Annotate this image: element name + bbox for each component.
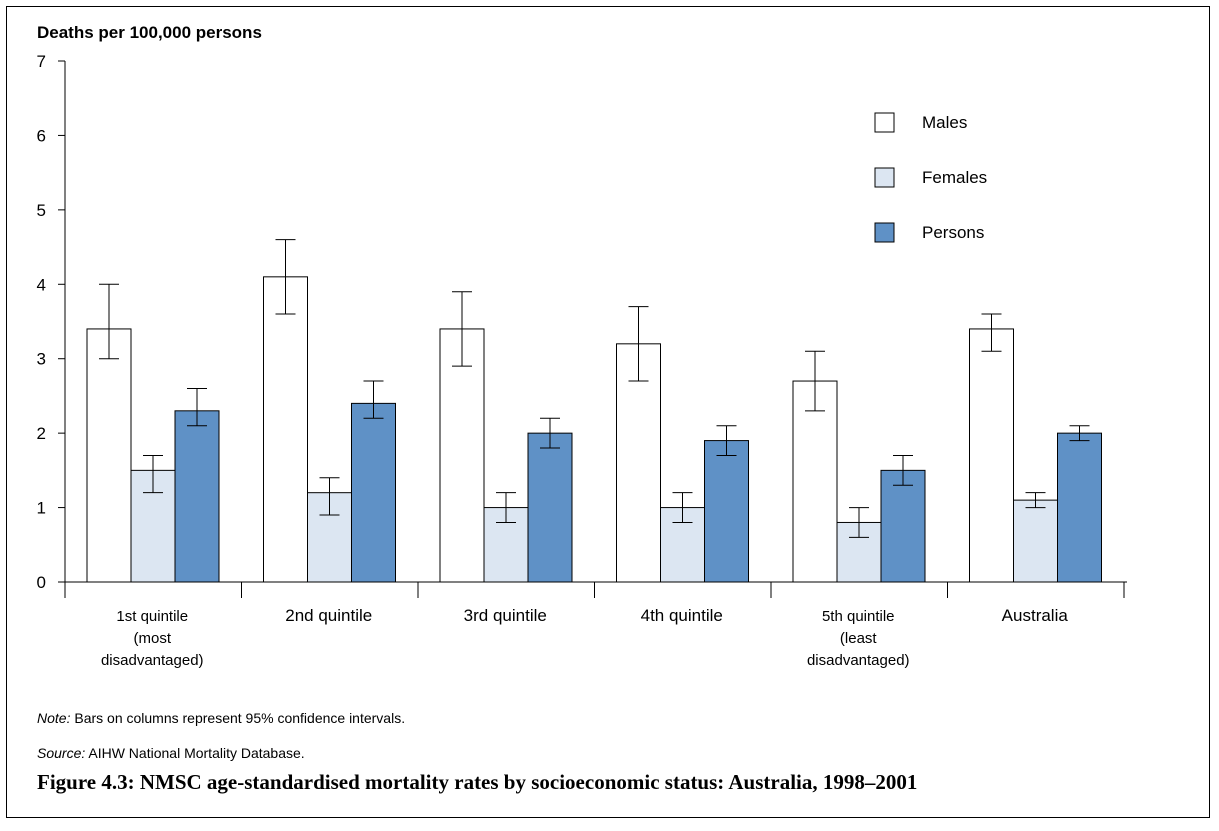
source-text: AIHW National Mortality Database. [85,745,305,761]
y-tick-label: 5 [37,201,46,220]
legend-swatch-persons [874,222,895,243]
bar-persons [880,469,926,583]
legend-swatch-females [874,167,895,188]
bar-males [439,328,485,583]
y-tick-label: 7 [37,52,46,71]
x-category-label: (least [840,630,878,647]
bar-males [263,276,308,583]
x-category-label: 3rd quintile [464,606,547,625]
legend-label-persons: Persons [922,223,984,242]
y-axis-title: Deaths per 100,000 persons [37,23,262,42]
x-category-label: 4th quintile [641,606,723,625]
legend-label-males: Males [922,113,967,132]
bar-females [1013,499,1058,583]
y-tick-label: 0 [37,573,46,592]
x-category-label: (most [134,630,172,647]
figure-caption: Figure 4.3: NMSC age-standardised mortal… [37,770,918,794]
x-category-label: 1st quintile [116,608,188,625]
bar-persons [351,402,396,583]
x-category-label: 2nd quintile [285,606,372,625]
bar-males [86,328,132,583]
bar-males [792,380,838,583]
x-category-label: disadvantaged) [807,652,910,669]
y-tick-label: 2 [37,424,46,443]
note-line: Note: Bars on columns represent 95% conf… [37,710,405,726]
x-category-label: Australia [1002,606,1069,625]
bar-persons [527,432,573,583]
bar-males [969,328,1014,583]
note-text: Bars on columns represent 95% confidence… [70,710,406,726]
bar-males [616,343,661,583]
legend-label-females: Females [922,168,987,187]
y-tick-label: 3 [37,350,46,369]
y-tick-label: 4 [37,275,46,294]
bar-persons [174,410,220,583]
bar-persons [704,440,749,583]
y-tick-label: 1 [37,499,46,518]
note-label: Note: [37,710,71,726]
legend-swatch-males [874,112,895,133]
bar-persons [1057,432,1102,583]
y-tick-label: 6 [37,126,46,145]
source-label: Source: [37,745,86,761]
x-category-label: disadvantaged) [101,652,204,669]
source-line: Source: AIHW National Mortality Database… [37,745,305,761]
x-category-label: 5th quintile [822,608,895,625]
